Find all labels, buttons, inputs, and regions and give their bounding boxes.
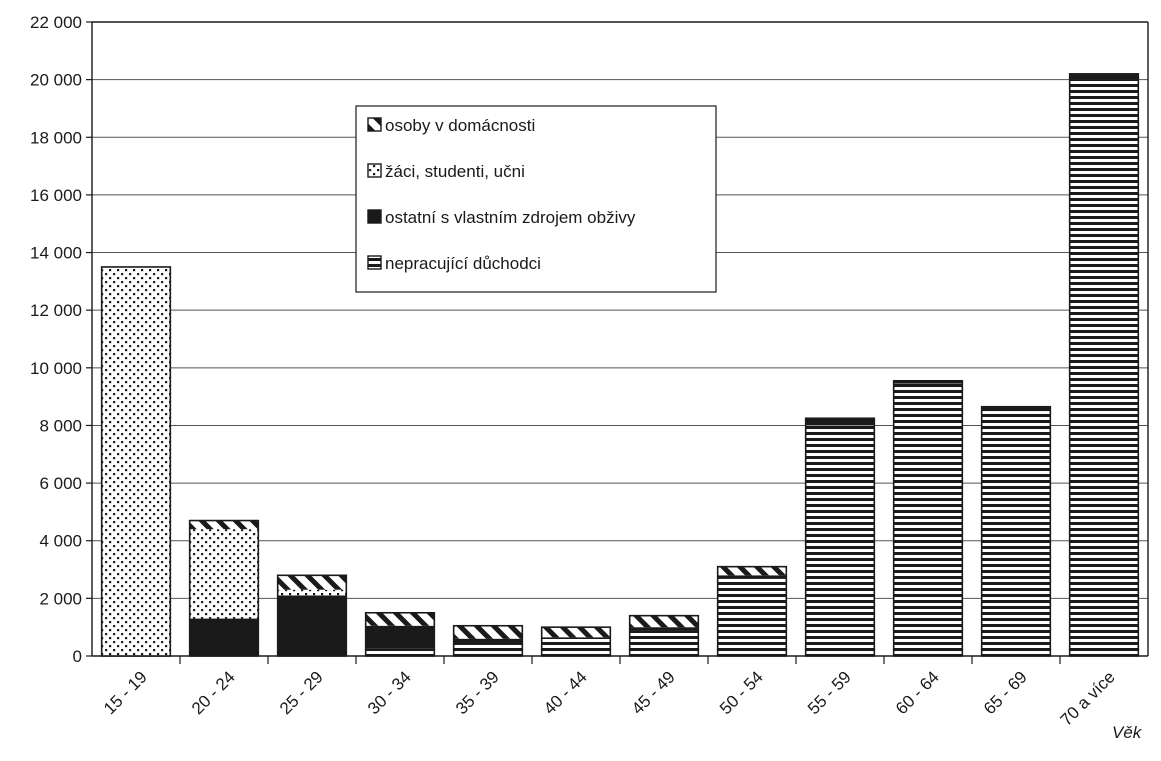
bar-segment bbox=[453, 644, 523, 656]
bar-segment bbox=[453, 638, 523, 645]
bar-segment bbox=[981, 411, 1051, 656]
bar-segment bbox=[629, 630, 699, 656]
bar-segment bbox=[541, 627, 611, 638]
bar-outline bbox=[980, 405, 1052, 657]
bar-segment bbox=[717, 566, 787, 576]
bar-segment bbox=[893, 383, 963, 656]
bar-stack bbox=[1068, 73, 1140, 657]
bar-outline bbox=[364, 611, 436, 657]
y-axis-ticks: 0 2 000 4 000 6 000 8 000 10 000 12 000 14 000 1… bbox=[30, 13, 92, 666]
y-tick-label: 20 000 bbox=[30, 71, 82, 90]
bar-segment bbox=[277, 589, 347, 596]
y-tick-label: 4 000 bbox=[39, 532, 82, 551]
bar-stack bbox=[892, 379, 964, 657]
bar-stack bbox=[980, 405, 1052, 657]
bar-stack bbox=[628, 614, 700, 657]
legend-swatch bbox=[367, 163, 382, 178]
bar-segment bbox=[1069, 73, 1139, 80]
bar-segment bbox=[805, 425, 875, 656]
bar-outline bbox=[452, 624, 524, 657]
bar-outline bbox=[716, 565, 788, 657]
bar-outline bbox=[804, 417, 876, 657]
y-tick-label: 14 000 bbox=[30, 244, 82, 263]
legend-box bbox=[355, 105, 717, 293]
bar-outline bbox=[276, 574, 348, 657]
y-tick-label: 16 000 bbox=[30, 186, 82, 205]
x-tick-label: 55 - 59 bbox=[804, 667, 855, 718]
bar-segment bbox=[277, 595, 347, 656]
legend-label: žáci, studenti, učni bbox=[385, 162, 525, 181]
bar-segment bbox=[453, 625, 523, 639]
legend-swatch bbox=[367, 255, 382, 270]
y-tick-label: 0 bbox=[73, 647, 82, 666]
bars bbox=[100, 73, 1140, 657]
bar-stack bbox=[804, 417, 876, 657]
bar-segment bbox=[629, 627, 699, 631]
bar-stack bbox=[100, 266, 172, 657]
bar-outline bbox=[1068, 73, 1140, 657]
legend-swatch bbox=[367, 209, 382, 224]
legend: osoby v domácnosti žáci, studenti, učni os… bbox=[355, 105, 717, 293]
bar-stack bbox=[276, 574, 348, 657]
bar-segment bbox=[365, 648, 435, 656]
y-tick-label: 22 000 bbox=[30, 13, 82, 32]
y-tick-label: 8 000 bbox=[39, 416, 82, 435]
x-tick-label: 25 - 29 bbox=[276, 667, 327, 718]
legend-label: osoby v domácnosti bbox=[385, 116, 535, 135]
bar-stack bbox=[452, 624, 524, 657]
bar-outline bbox=[892, 379, 964, 657]
x-axis-ticks: 15 - 19 20 - 24 25 - 29 30 - 34 35 - 39 40 - … bbox=[100, 656, 1119, 730]
bar-segment bbox=[365, 625, 435, 649]
bar-segment bbox=[893, 380, 963, 384]
bar-segment bbox=[629, 615, 699, 628]
bar-stack bbox=[540, 626, 612, 657]
bar-segment bbox=[101, 266, 171, 656]
x-tick-label: 40 - 44 bbox=[540, 667, 591, 718]
bar-segment bbox=[717, 578, 787, 656]
x-tick-label: 50 - 54 bbox=[716, 667, 767, 718]
legend-swatch bbox=[367, 117, 382, 132]
x-tick-label: 45 - 49 bbox=[628, 667, 679, 718]
bar-outline bbox=[100, 266, 172, 657]
y-tick-label: 6 000 bbox=[39, 474, 82, 493]
bar-stack bbox=[716, 565, 788, 657]
x-tick-label: 60 - 64 bbox=[892, 667, 943, 718]
y-tick-label: 18 000 bbox=[30, 128, 82, 147]
bar-segment bbox=[541, 637, 611, 656]
x-tick-label: 20 - 24 bbox=[188, 667, 239, 718]
y-tick-label: 2 000 bbox=[39, 589, 82, 608]
bar-stack bbox=[188, 519, 260, 657]
bar-segment bbox=[717, 575, 787, 579]
x-tick-label: 65 - 69 bbox=[980, 667, 1031, 718]
legend-label: nepracující důchodci bbox=[385, 254, 541, 273]
x-axis-label: Věk bbox=[1112, 723, 1143, 742]
x-tick-label: 35 - 39 bbox=[452, 667, 503, 718]
bar-segment bbox=[981, 406, 1051, 412]
x-tick-label: 30 - 34 bbox=[364, 667, 415, 718]
bar-segment bbox=[189, 520, 259, 530]
y-tick-label: 12 000 bbox=[30, 301, 82, 320]
x-tick-label: 15 - 19 bbox=[100, 667, 151, 718]
bar-segment bbox=[805, 418, 875, 426]
bar-outline bbox=[188, 519, 260, 657]
y-tick-label: 10 000 bbox=[30, 359, 82, 378]
bar-segment bbox=[277, 575, 347, 590]
x-tick-label: 70 a více bbox=[1057, 667, 1119, 729]
bar-stack bbox=[364, 611, 436, 657]
bar-segment bbox=[365, 612, 435, 626]
bar-segment bbox=[1069, 79, 1139, 657]
bar-outline bbox=[628, 614, 700, 657]
legend-label: ostatní s vlastním zdrojem obživy bbox=[385, 208, 636, 227]
bar-outline bbox=[540, 626, 612, 657]
gridlines bbox=[91, 21, 1149, 657]
bar-segment bbox=[189, 529, 259, 619]
bar-segment bbox=[189, 618, 259, 656]
